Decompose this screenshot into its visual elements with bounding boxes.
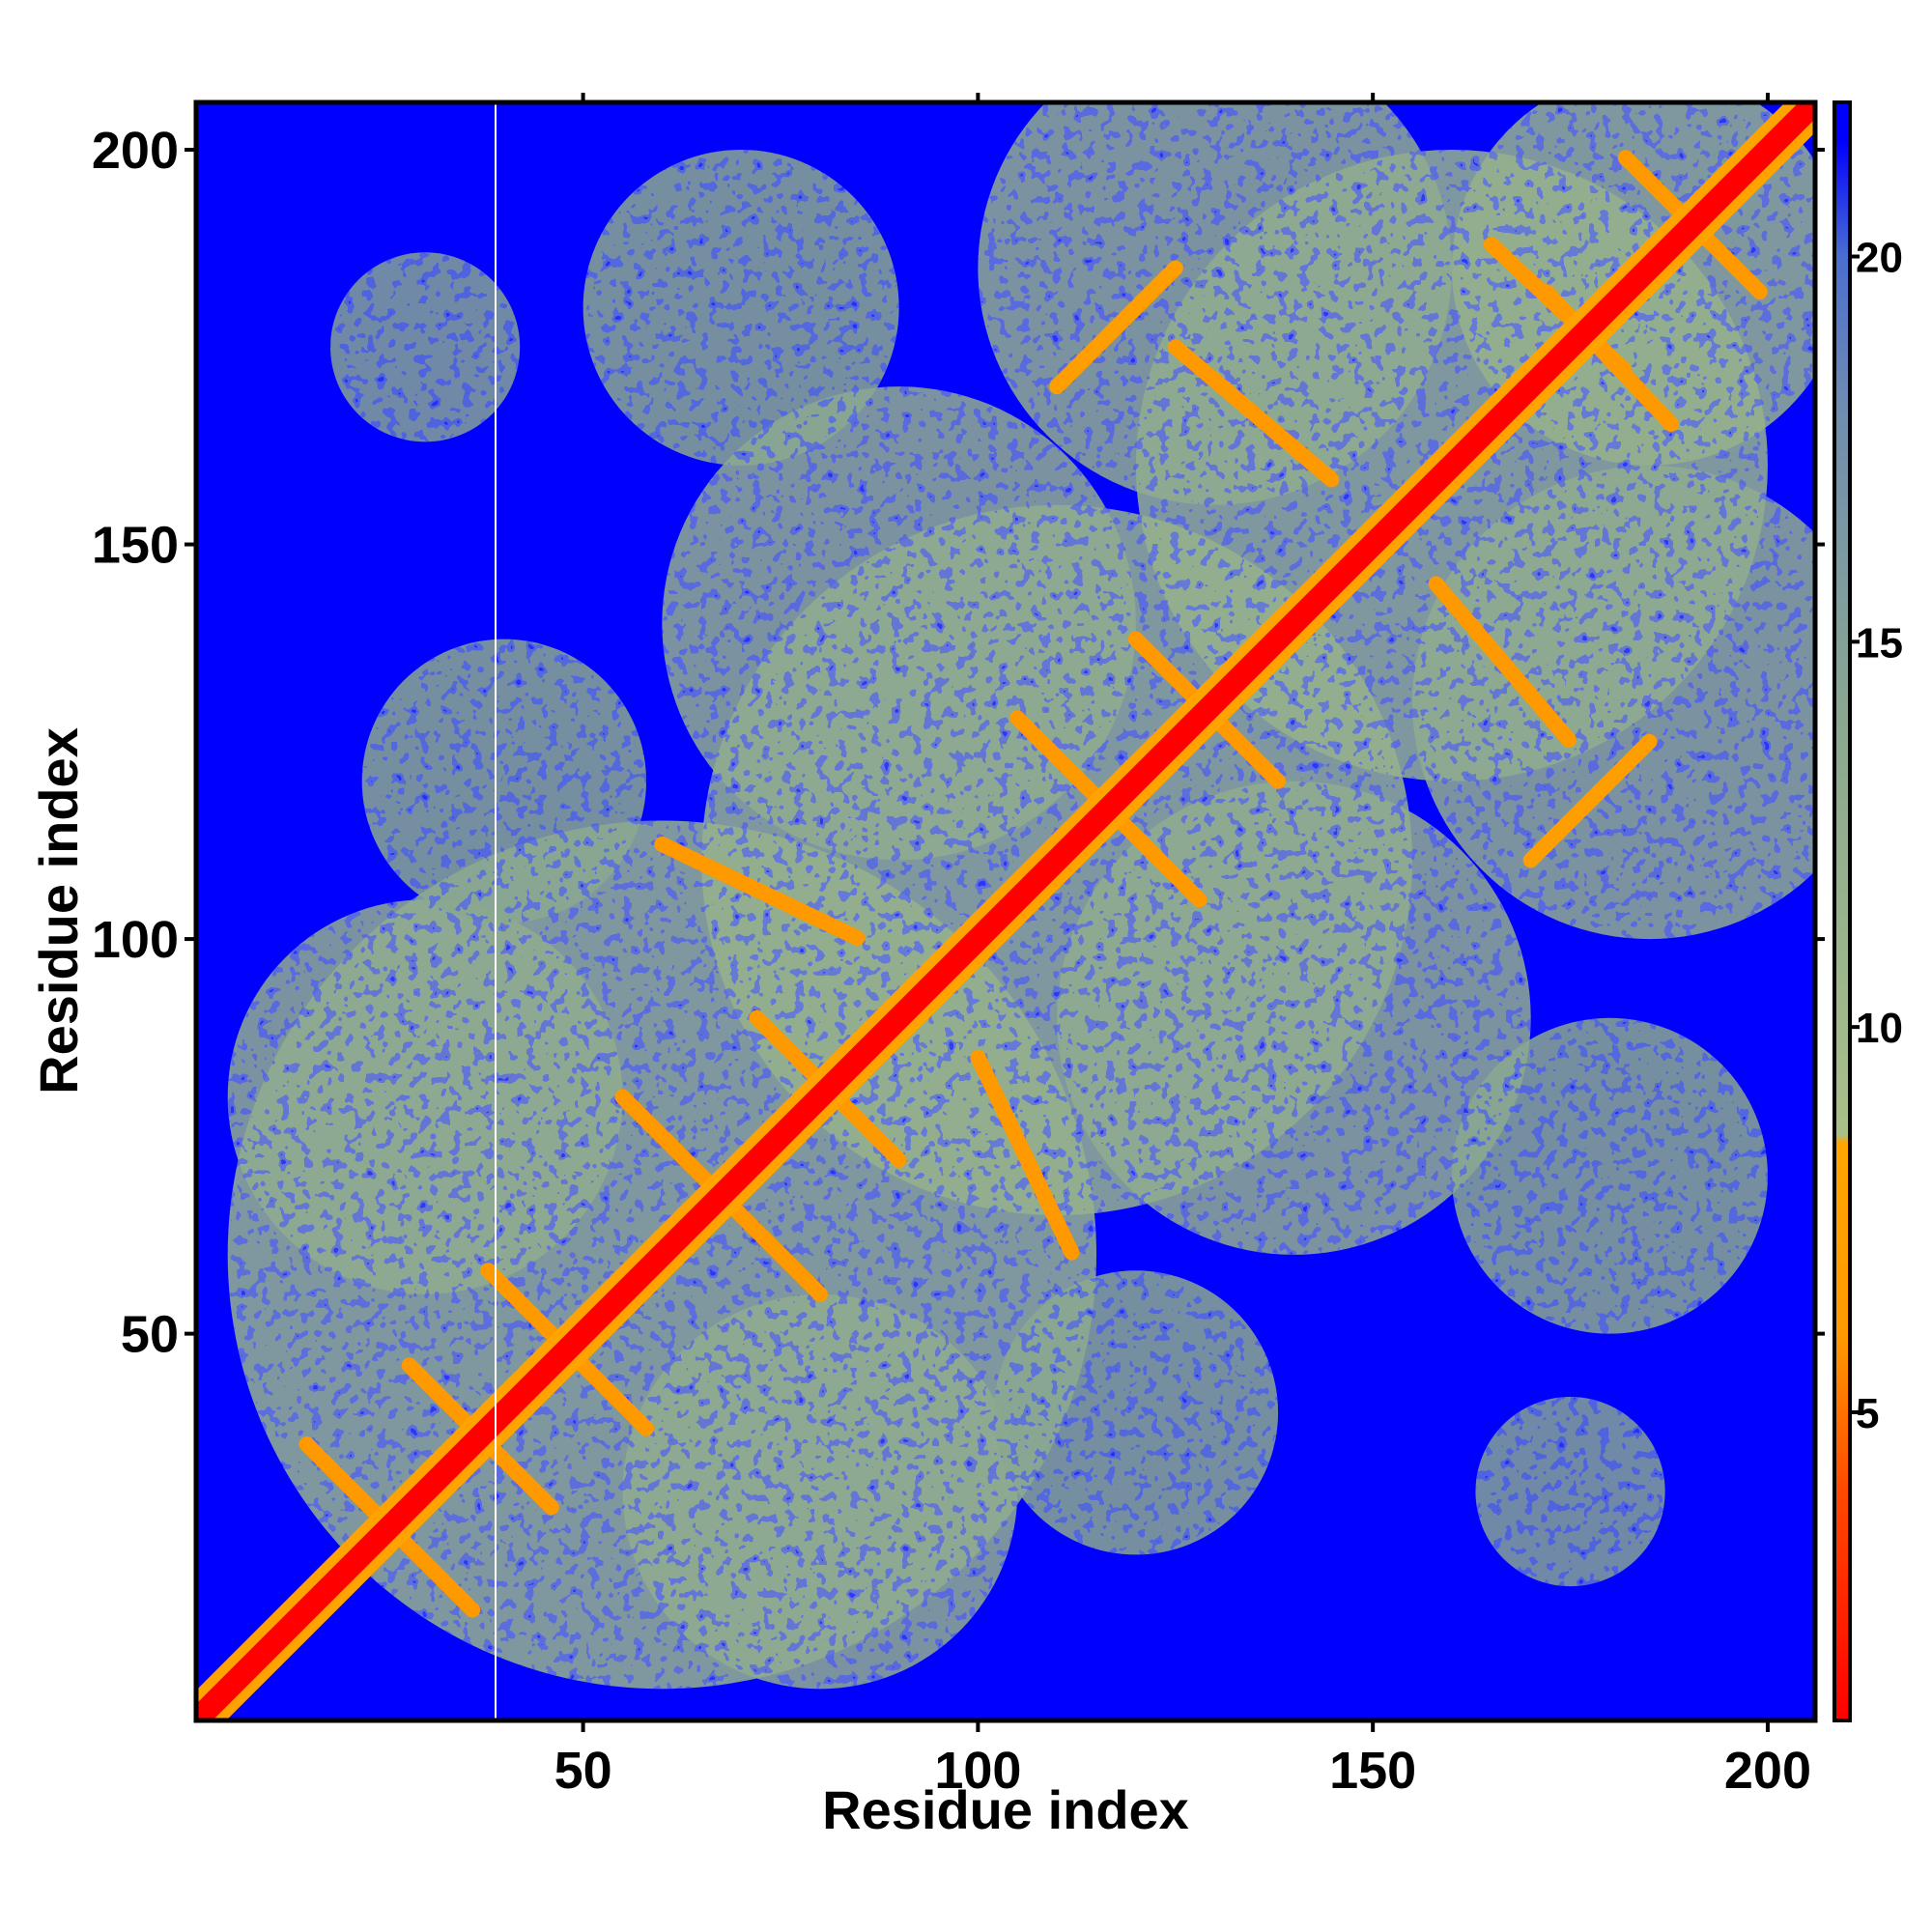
contact-region	[329, 252, 521, 442]
strand-contact	[654, 837, 867, 948]
contact-region	[1057, 781, 1531, 1255]
strand-contact	[970, 1049, 1081, 1263]
x-tick-label: 50	[554, 1742, 612, 1800]
contact-region	[662, 386, 1136, 861]
strand-contact	[1428, 576, 1578, 750]
strand-contact	[1167, 339, 1342, 490]
contact-region	[1412, 465, 1815, 940]
contact-region	[622, 1293, 1018, 1690]
colorbar-tick-label: 20	[1856, 235, 1903, 282]
x-tick-label: 100	[934, 1742, 1021, 1800]
colorbar-bar	[1833, 100, 1852, 1722]
y-tick-label: 100	[92, 911, 179, 969]
x-axis-title: Residue index	[822, 1779, 1189, 1840]
y-tick-label: 50	[121, 1306, 179, 1364]
contact-region	[1475, 1397, 1665, 1587]
diagonal-core	[196, 102, 1815, 1720]
colorbar: 5 10 15 20	[1833, 100, 1903, 1722]
contact-region	[361, 639, 647, 923]
contact-region	[978, 102, 1452, 505]
x-tick-label: 150	[1329, 1742, 1416, 1800]
contact-region	[227, 899, 623, 1294]
strand-contact	[1539, 284, 1681, 434]
x-tick-label: 200	[1724, 1742, 1811, 1800]
colorbar-ticks: 5 10 15 20	[1850, 235, 1903, 1437]
strand-contact	[1049, 260, 1183, 395]
strand-contact	[1522, 733, 1658, 868]
heatmap-plot-area	[193, 99, 1818, 1723]
y-tick-label: 150	[92, 517, 179, 575]
contact-region	[993, 1270, 1279, 1555]
diagonal-band	[196, 102, 1815, 1720]
contact-region	[1451, 1017, 1768, 1334]
contact-region	[582, 150, 899, 466]
y-axis-title: Residue index	[28, 727, 89, 1094]
plot-frame	[193, 99, 1818, 1723]
colorbar-tick-label: 15	[1856, 619, 1903, 667]
y-axis: 50 100 150 200	[92, 122, 1825, 1364]
x-axis: 50 100 150 200	[554, 93, 1811, 1800]
colorbar-tick-label: 5	[1856, 1390, 1879, 1437]
y-tick-label: 200	[92, 122, 179, 180]
colorbar-tick-label: 10	[1856, 1005, 1903, 1052]
